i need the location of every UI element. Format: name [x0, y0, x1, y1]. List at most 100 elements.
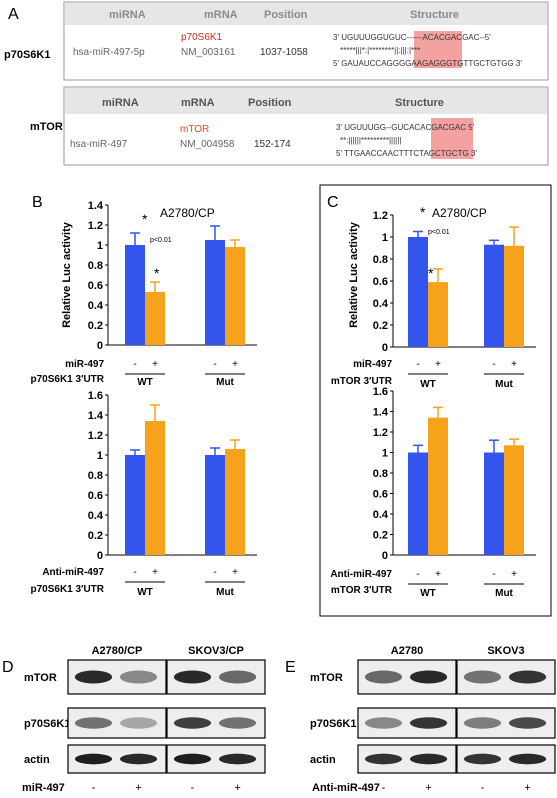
bar	[408, 237, 428, 347]
significance-star: *	[154, 265, 160, 281]
protein-band	[463, 717, 502, 729]
group-label: WT	[137, 377, 153, 388]
y-tick-label: 0.8	[373, 468, 388, 480]
p70-gene-label: p70S6K1	[4, 49, 50, 61]
chart-b-bottom: 0 0.2 0.4 0.6 0.8 1 1.2 1.4 1.6 Anti-miR-497 p70S6…	[30, 390, 257, 598]
treatment-sign: -	[133, 567, 136, 578]
y-tick-label: 0.4	[373, 509, 389, 521]
y-tick-label: 1	[382, 232, 388, 244]
significance-star: *	[428, 265, 434, 281]
protein-band	[218, 753, 257, 765]
p70-table-header	[65, 3, 547, 25]
y-tick-label: 1.6	[373, 386, 388, 398]
mtor-header-mrna: mRNA	[181, 97, 215, 109]
y-tick-label: 1.2	[88, 220, 103, 232]
y-tick-label: 1.6	[88, 390, 103, 402]
y-tick-label: 0.6	[373, 276, 388, 288]
treatment-sign: -	[481, 782, 485, 794]
protein-band	[508, 670, 547, 684]
utr-label: mTOR 3'UTR	[331, 376, 393, 387]
bar	[428, 282, 448, 347]
mtor-mirna: hsa-miR-497	[70, 139, 128, 150]
blot-row-label: mTOR	[310, 672, 343, 684]
protein-band	[119, 753, 158, 765]
blot-row-label: actin	[310, 754, 336, 766]
protein-band	[409, 670, 448, 684]
protein-band	[409, 717, 448, 729]
protein-band	[364, 670, 403, 684]
bar	[205, 240, 225, 345]
group-label: WT	[137, 587, 153, 598]
p70-mrna-name: p70S6K1	[181, 32, 223, 43]
treatment-label: miR-497	[22, 782, 65, 794]
treatment-sign: +	[152, 359, 158, 370]
protein-band	[463, 670, 502, 684]
treatment-sign: +	[232, 359, 238, 370]
treatment-label: Anti-miR-497	[330, 569, 392, 580]
treatment-sign: -	[416, 359, 419, 370]
utr-label: p70S6K1 3'UTR	[30, 584, 104, 595]
p-value-label: p<0.01	[150, 237, 172, 244]
bar	[504, 245, 524, 347]
protein-band	[508, 717, 547, 729]
blot-row-label: actin	[24, 754, 50, 766]
panel-label-a: A	[8, 6, 19, 23]
bar	[225, 247, 245, 345]
p70-seq-line3: 5' GAUAUCCAGGGGAAGAGGGTGTTGCTGTGG 3'	[333, 59, 522, 68]
mtor-seq-line1: 3' UGUUUGG--GUCACACGACGAC 5'	[336, 123, 475, 132]
y-tick-label: 0.6	[88, 280, 103, 292]
protein-band	[409, 753, 448, 765]
treatment-sign: +	[435, 569, 441, 580]
cell-line-label: SKOV3/CP	[188, 645, 244, 657]
panel-label-b: B	[32, 194, 43, 211]
bar	[428, 417, 448, 555]
cell-line-label: SKOV3	[487, 645, 524, 657]
protein-band	[218, 670, 257, 684]
panel-a: A miRNA mRNA Position Structure p70S6K1 …	[4, 1, 549, 166]
bar	[145, 292, 165, 345]
blot-row-label: mTOR	[24, 672, 57, 684]
treatment-sign: +	[425, 782, 431, 794]
y-tick-label: 0	[382, 342, 388, 354]
significance-star: *	[420, 204, 426, 220]
group-label: Mut	[495, 379, 513, 390]
y-tick-label: 0.6	[373, 489, 388, 501]
y-tick-label: 0.2	[88, 530, 103, 542]
group-label: Mut	[495, 588, 513, 599]
y-tick-label: 0.4	[373, 298, 389, 310]
mtor-position: 152-174	[254, 139, 291, 150]
treatment-label: Anti-miR-497	[42, 567, 104, 578]
protein-band	[74, 753, 113, 765]
y-tick-label: 0.4	[88, 510, 104, 522]
group-label: Mut	[216, 587, 234, 598]
bar	[225, 449, 245, 555]
mtor-mrna-name: mTOR	[180, 124, 209, 135]
treatment-sign: -	[191, 782, 195, 794]
treatment-sign: -	[92, 782, 96, 794]
chart-c-bottom: 0 0.2 0.4 0.6 0.8 1 1.2 1.4 1.6 Anti-miR-497 mTOR …	[330, 386, 536, 599]
protein-band	[173, 753, 212, 765]
p70-seed-highlight	[414, 31, 462, 68]
utr-label: p70S6K1 3'UTR	[30, 374, 104, 385]
y-axis-label: Relative Luc activity	[348, 221, 360, 328]
y-tick-label: 0.4	[88, 300, 104, 312]
treatment-sign: -	[213, 359, 216, 370]
protein-band	[74, 670, 113, 684]
blot-row-label: p70S6K1	[24, 718, 70, 730]
protein-band	[119, 717, 158, 729]
bar	[504, 445, 524, 555]
y-tick-label: 1.4	[88, 410, 104, 422]
protein-band	[364, 717, 403, 729]
group-label: WT	[420, 379, 436, 390]
treatment-sign: +	[232, 567, 238, 578]
mtor-table-header	[65, 88, 547, 114]
chart-title: A2780/CP	[160, 206, 215, 220]
group-label: Mut	[216, 377, 234, 388]
mtor-gene-label: mTOR	[30, 121, 63, 133]
protein-band	[218, 717, 257, 729]
y-tick-label: 0.8	[373, 254, 388, 266]
p70-position: 1037-1058	[260, 47, 308, 58]
treatment-sign: +	[435, 359, 441, 370]
bar	[205, 455, 225, 555]
bar	[484, 452, 504, 555]
